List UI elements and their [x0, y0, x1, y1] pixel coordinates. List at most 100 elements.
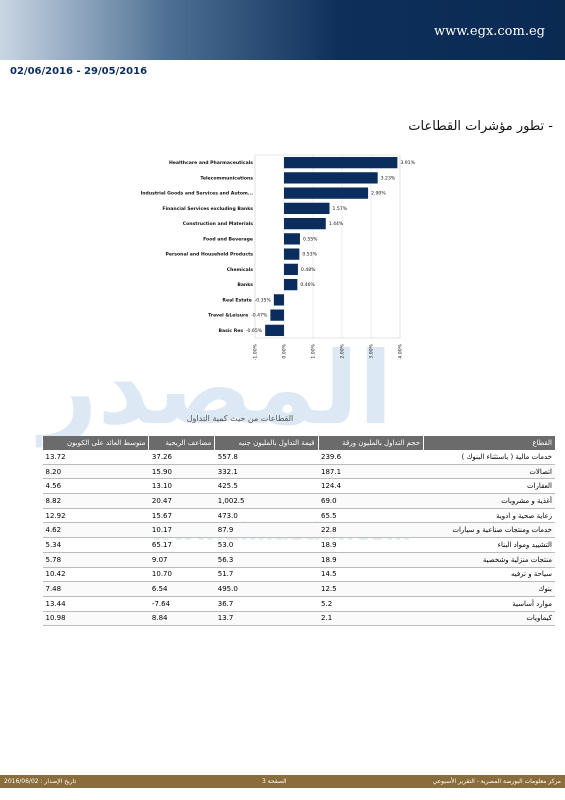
- value-label: 0.46%: [300, 282, 315, 288]
- bar: [284, 263, 298, 276]
- table-cell: 332.1: [214, 464, 319, 480]
- bar: [284, 156, 398, 169]
- bar: [284, 202, 330, 215]
- category-label: Banks: [237, 282, 253, 288]
- column-header: مضاعف الربحية: [148, 436, 215, 450]
- category-label: Healthcare and Pharmaceuticals: [169, 160, 253, 166]
- watermark-logo: المصدر: [40, 330, 393, 447]
- table-cell: 124.4: [318, 478, 424, 495]
- table-row: رعاية صحية و ادوية 65.5 473.0 15.67 12.92: [42, 508, 555, 524]
- table-cell: 53.0: [214, 537, 319, 553]
- bar: [284, 172, 378, 184]
- bar: [270, 309, 284, 321]
- table-cell: 22.8: [318, 522, 424, 539]
- table-cell: 10.98: [42, 611, 149, 627]
- value-label: 3.23%: [381, 175, 396, 181]
- table-cell: 7.64-: [148, 596, 215, 612]
- table-cell: 13.7: [214, 611, 319, 627]
- value-label: 3.91%: [400, 160, 415, 166]
- x-tick-label: 0.00%: [282, 343, 288, 358]
- table-cell: 69.0: [318, 493, 424, 509]
- table-cell: 13.72: [42, 450, 149, 465]
- value-label: 0.53%: [302, 252, 317, 258]
- bar: [284, 217, 326, 230]
- table-cell: 5.78: [42, 552, 149, 568]
- category-label: Real Estate: [222, 297, 251, 303]
- table-cell: 8.84: [148, 611, 215, 627]
- x-tick-label: 4.00%: [398, 343, 404, 358]
- table-row: خدمات ومنتجات صناعية و سيارات 22.8 87.9 10.…: [42, 522, 555, 539]
- table-cell: العقارات: [423, 478, 555, 495]
- footer-title: مركز معلومات البورصة المصرية - التقرير ا…: [432, 778, 561, 785]
- category-label: Travel &Leisure: [208, 313, 248, 319]
- value-label: 1.57%: [333, 206, 348, 212]
- table-cell: 87.9: [214, 522, 319, 539]
- table-cell: 12.92: [42, 508, 149, 524]
- table-row: أغذية و مشروبات 69.0 1,002.5 20.47 8.82: [42, 493, 555, 509]
- table-cell: 65.5: [318, 508, 424, 524]
- table-cell: 5.34: [42, 537, 149, 553]
- table-cell: 473.0: [214, 508, 319, 524]
- table-row: منتجات منزلية وشخصية 18.9 56.3 9.07 5.78: [42, 552, 555, 568]
- banner: www.egx.com.eg: [0, 0, 565, 60]
- table-cell: موارد أساسية: [423, 596, 555, 612]
- table-cell: التشييد ومواد البناء: [423, 537, 555, 553]
- bar: [284, 233, 300, 245]
- value-label: 0.48%: [301, 267, 316, 273]
- table-cell: 65.17: [148, 537, 215, 553]
- bar: [265, 324, 284, 337]
- table-cell: 10.42: [42, 567, 149, 583]
- table-cell: 557.8: [214, 450, 319, 465]
- bar: [284, 187, 369, 199]
- table-cell: 425.5: [214, 478, 319, 495]
- table-cell: 15.90: [148, 464, 215, 480]
- x-tick-label: -1.00%: [253, 343, 259, 360]
- column-header: القطاع: [423, 436, 555, 450]
- table-cell: 36.7: [214, 596, 319, 612]
- bar: [273, 294, 284, 306]
- table-cell: 10.70: [148, 567, 215, 583]
- column-header: حجم التداول بالمليون ورقة: [317, 436, 424, 450]
- footer-page: الصفحة 3: [262, 778, 287, 785]
- table-cell: 20.47: [148, 493, 215, 509]
- site-url: www.egx.com.eg: [433, 24, 545, 39]
- value-label: -0.47%: [251, 313, 268, 319]
- footer: تاريخ الإصدار : 2016/06/02 الصفحة 3 مركز…: [0, 775, 565, 788]
- table-cell: 51.7: [214, 567, 319, 583]
- table-row: موارد أساسية 5.2 36.7 7.64- 13.44: [42, 596, 555, 612]
- category-label: Basic Res: [219, 328, 244, 334]
- category-label: Personal and Household Products: [166, 252, 254, 258]
- table-cell: أغذية و مشروبات: [423, 493, 555, 509]
- table-cell: 4.56: [42, 478, 149, 495]
- table-cell: 4.62: [42, 522, 149, 539]
- footer-date: تاريخ الإصدار : 2016/06/02: [4, 778, 77, 785]
- table-cell: 10.17: [148, 522, 215, 539]
- chart: -1.00% 0.00% 1.00% 2.00% 3.00% 4.00% 3.91% Heal…: [141, 154, 416, 360]
- table-cell: 8.82: [42, 493, 149, 509]
- table-cell: 56.3: [214, 552, 319, 568]
- category-label: Chemicals: [227, 267, 254, 273]
- value-label: -0.35%: [255, 297, 272, 303]
- table-cell: 187.1: [318, 464, 424, 480]
- value-label: 2.90%: [371, 191, 386, 197]
- category-label: Financial Services excluding Banks: [162, 206, 253, 212]
- table-cell: 13.44: [42, 596, 149, 612]
- table-cell: سياحة و ترفيه: [423, 567, 555, 583]
- bar: [284, 248, 300, 260]
- table-row: اتصالات 187.1 332.1 15.90 8.20: [42, 464, 555, 480]
- x-tick-label: 3.00%: [369, 343, 375, 358]
- table-row: سياحة و ترفيه 14.5 51.7 10.70 10.42: [42, 567, 555, 583]
- table-cell: 2.1: [318, 611, 424, 627]
- column-header: قيمة التداول بالمليون جنيه: [214, 436, 319, 450]
- value-label: 1.44%: [329, 221, 344, 227]
- table-row: خدمات مالية ( باستثناء البنوك ) 239.6 557.…: [42, 450, 555, 465]
- table-cell: خدمات مالية ( باستثناء البنوك ): [423, 450, 555, 465]
- x-tick-label: 1.00%: [311, 343, 317, 358]
- section-title: - تطور مؤشرات القطاعات: [408, 119, 553, 134]
- table-cell: منتجات منزلية وشخصية: [423, 552, 555, 568]
- x-tick-label: 2.00%: [340, 343, 346, 358]
- table-row: العقارات 124.4 425.5 13.10 4.56: [42, 478, 555, 495]
- table-cell: 239.6: [318, 450, 424, 465]
- date-range: 02/06/2016 - 29/05/2016: [10, 66, 148, 77]
- table-cell: 12.5: [318, 581, 424, 597]
